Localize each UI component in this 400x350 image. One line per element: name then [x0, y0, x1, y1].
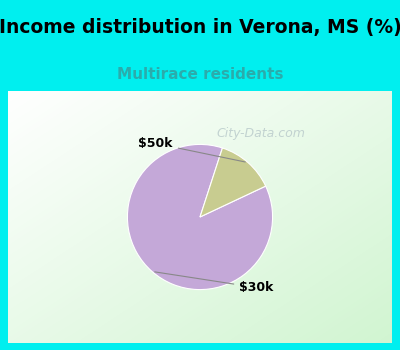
Text: $30k: $30k	[155, 272, 274, 294]
Wedge shape	[128, 145, 272, 289]
Text: Income distribution in Verona, MS (%): Income distribution in Verona, MS (%)	[0, 18, 400, 37]
Wedge shape	[200, 148, 266, 217]
Text: Multirace residents: Multirace residents	[117, 67, 283, 82]
Text: $50k: $50k	[138, 137, 245, 162]
Text: City-Data.com: City-Data.com	[216, 127, 305, 140]
